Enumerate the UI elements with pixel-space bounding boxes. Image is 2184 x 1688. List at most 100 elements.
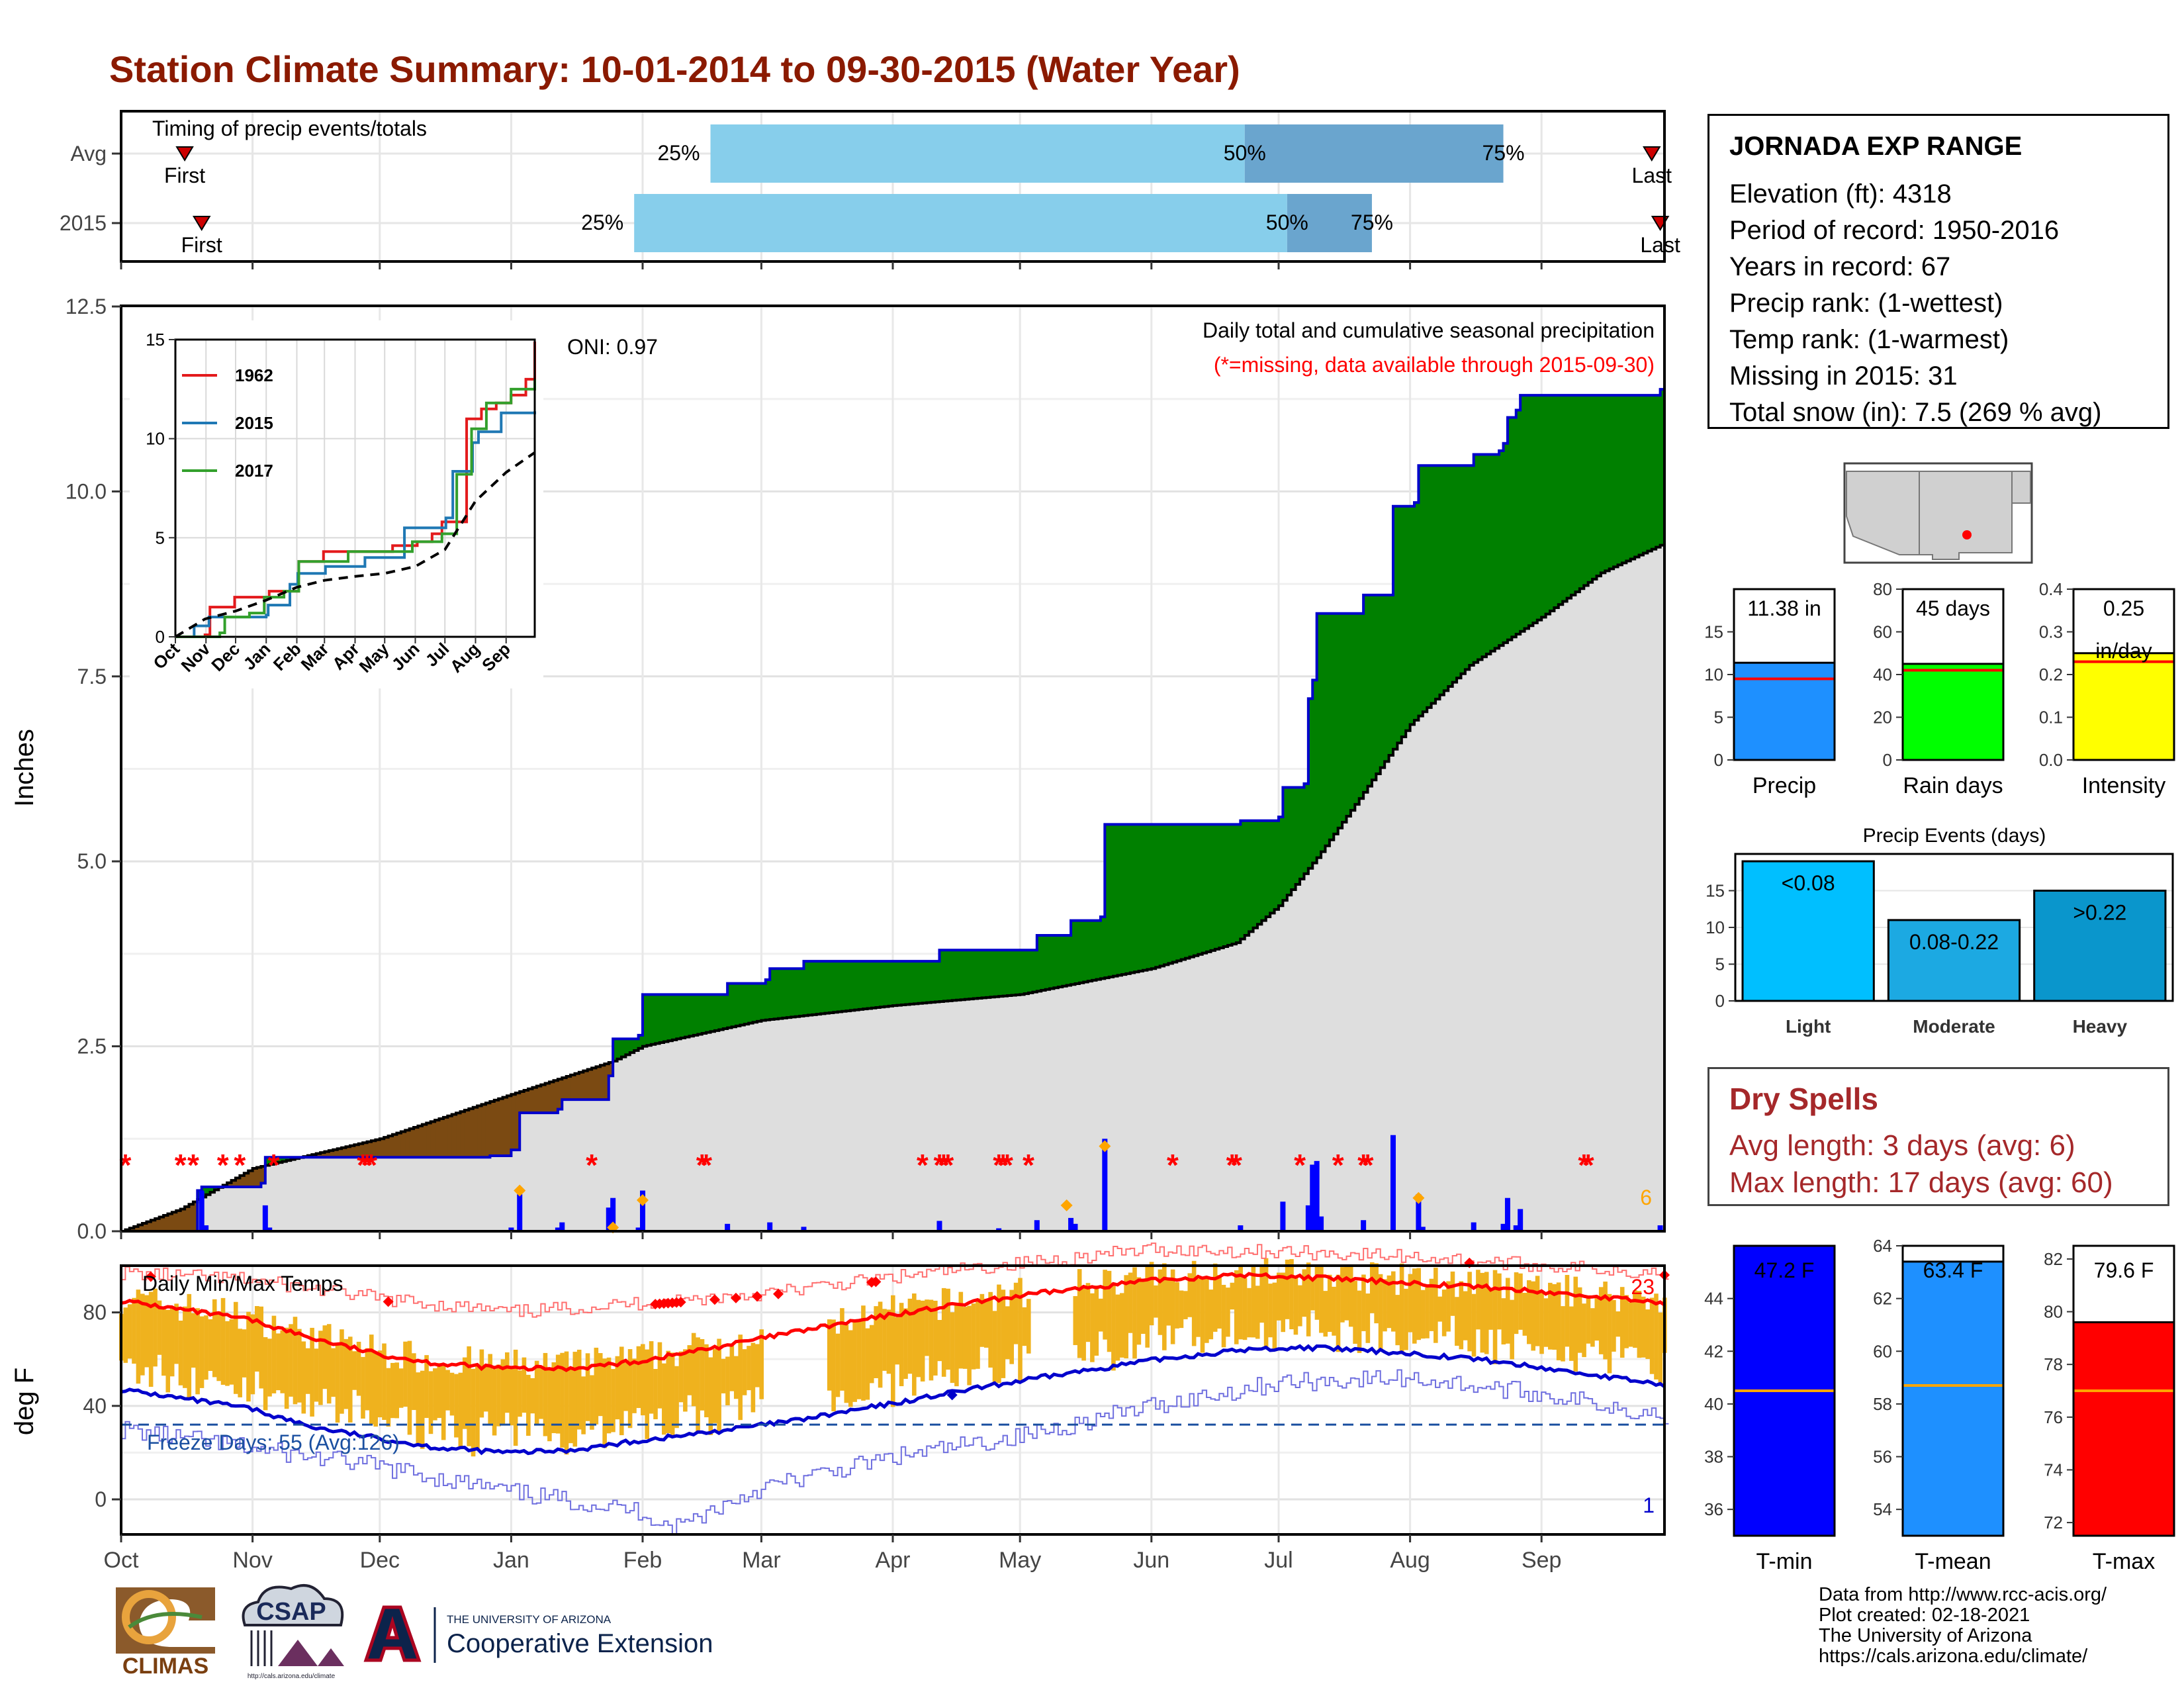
below-average-fill bbox=[447, 1115, 453, 1158]
daily-temp-bar bbox=[462, 1357, 467, 1429]
below-average-fill bbox=[333, 1149, 338, 1158]
daily-temp-bar bbox=[1543, 1298, 1549, 1347]
daily-temp-bar bbox=[1226, 1288, 1230, 1337]
above-average-fill bbox=[825, 961, 830, 1013]
daily-temp-bar bbox=[717, 1338, 721, 1432]
above-average-fill bbox=[1142, 824, 1148, 970]
daily-temp-bar bbox=[1488, 1289, 1493, 1330]
missing-marker: * bbox=[1001, 1148, 1013, 1182]
daily-temp-bar bbox=[250, 1314, 255, 1395]
above-average-fill bbox=[749, 983, 754, 1023]
summary-y-tick-label: 0.3 bbox=[2039, 622, 2063, 642]
daily-temp-bar bbox=[1624, 1295, 1629, 1348]
timing-row-label: Avg bbox=[70, 142, 107, 165]
record-max-line bbox=[121, 1243, 1669, 1318]
above-average-fill bbox=[1287, 787, 1292, 896]
station-name: JORNADA EXP RANGE bbox=[1729, 132, 2023, 161]
above-average-fill bbox=[1214, 824, 1220, 949]
daily-temp-bar bbox=[1277, 1272, 1281, 1321]
daily-temp-bar bbox=[1480, 1272, 1485, 1353]
daily-temp-bar bbox=[691, 1333, 696, 1407]
temp-y-tick-label: 0 bbox=[95, 1487, 107, 1511]
above-average-fill bbox=[1609, 395, 1614, 569]
timing-p75-label: 75% bbox=[1482, 141, 1525, 165]
below-average-fill bbox=[388, 1135, 393, 1158]
month-tick-label: Nov bbox=[232, 1548, 272, 1573]
above-average-fill bbox=[1261, 820, 1267, 921]
above-average-fill bbox=[1338, 613, 1343, 828]
daily-temp-bar bbox=[852, 1322, 857, 1402]
above-average-fill bbox=[829, 961, 834, 1013]
daily-precip-bar bbox=[1102, 1139, 1108, 1231]
daily-temp-bar bbox=[1586, 1295, 1591, 1344]
daily-temp-bar bbox=[920, 1300, 925, 1382]
below-average-fill bbox=[553, 1080, 559, 1113]
daily-temp-bar bbox=[1268, 1284, 1273, 1338]
daily-temp-bar bbox=[751, 1342, 756, 1413]
daily-temp-bar bbox=[674, 1366, 679, 1429]
above-average-fill bbox=[1660, 389, 1665, 545]
above-average-fill bbox=[1219, 824, 1224, 948]
below-average-fill bbox=[422, 1124, 427, 1158]
timing-bar-upper bbox=[1287, 194, 1372, 252]
above-average-fill bbox=[1397, 506, 1402, 743]
below-average-fill bbox=[384, 1137, 389, 1158]
below-average-fill bbox=[312, 1154, 317, 1158]
above-average-fill bbox=[278, 1157, 283, 1163]
daily-temp-bar bbox=[1348, 1265, 1353, 1327]
temp-bar-y-tick-label: 54 bbox=[1873, 1499, 1892, 1519]
timing-bar-upper bbox=[1244, 124, 1504, 183]
daily-temp-bar bbox=[1484, 1272, 1489, 1354]
above-average-fill bbox=[269, 1157, 275, 1165]
temp-y-tick-label: 40 bbox=[83, 1394, 107, 1418]
daily-temp-bar bbox=[997, 1284, 1001, 1383]
below-average-fill bbox=[536, 1086, 541, 1113]
below-average-fill bbox=[600, 1065, 605, 1100]
above-average-fill bbox=[655, 994, 660, 1044]
below-average-fill bbox=[392, 1134, 398, 1158]
daily-temp-bar bbox=[1149, 1262, 1154, 1326]
daily-temp-bar bbox=[962, 1307, 968, 1369]
daily-precip-bar bbox=[262, 1205, 268, 1231]
daily-temp-bar bbox=[611, 1369, 615, 1432]
daily-temp-bar bbox=[420, 1370, 425, 1449]
snow-marker bbox=[1412, 1192, 1425, 1204]
above-average-fill bbox=[858, 961, 864, 1009]
above-average-fill bbox=[922, 961, 927, 1004]
above-average-fill bbox=[1558, 395, 1563, 605]
above-average-fill bbox=[714, 994, 719, 1031]
below-average-fill bbox=[570, 1074, 576, 1100]
daily-temp-bar bbox=[1594, 1297, 1600, 1341]
above-average-fill bbox=[1189, 824, 1195, 957]
daily-temp-bar bbox=[398, 1368, 404, 1408]
daily-temp-bar bbox=[1450, 1271, 1455, 1316]
above-average-fill bbox=[1452, 465, 1457, 682]
precip-y-tick-label: 2.5 bbox=[77, 1035, 107, 1058]
daily-temp-bar bbox=[377, 1350, 383, 1418]
daily-temp-bar bbox=[1119, 1293, 1124, 1358]
daily-temp-bar bbox=[759, 1329, 764, 1399]
credit-url[interactable]: https://cals.arizona.edu/climate/ bbox=[1819, 1646, 2088, 1667]
missing-marker: * bbox=[1362, 1148, 1374, 1182]
daily-temp-bar bbox=[1285, 1259, 1290, 1319]
station-elevation: Elevation (ft): 4318 bbox=[1729, 179, 1952, 209]
temp-bar-y-tick-label: 62 bbox=[1873, 1289, 1892, 1309]
below-average-fill bbox=[134, 1226, 139, 1231]
daily-temp-bar bbox=[1170, 1269, 1175, 1344]
below-average-fill bbox=[316, 1153, 321, 1158]
above-average-fill bbox=[617, 1039, 622, 1059]
daily-temp-bar bbox=[1573, 1276, 1578, 1372]
daily-precip-bar bbox=[801, 1227, 807, 1231]
daily-temp-bar bbox=[1205, 1278, 1209, 1343]
daily-temp-bar bbox=[941, 1288, 946, 1377]
below-average-fill bbox=[341, 1147, 347, 1158]
daily-temp-bar bbox=[1459, 1281, 1464, 1350]
above-average-fill bbox=[1647, 395, 1653, 551]
daily-temp-bar bbox=[946, 1288, 950, 1370]
summary-category-label: Intensity bbox=[2082, 773, 2166, 798]
daily-temp-bar bbox=[1217, 1275, 1222, 1329]
above-average-fill bbox=[893, 961, 898, 1006]
daily-temp-bar bbox=[305, 1348, 310, 1394]
daily-temp-bar bbox=[733, 1356, 739, 1399]
above-average-fill bbox=[1626, 395, 1631, 561]
